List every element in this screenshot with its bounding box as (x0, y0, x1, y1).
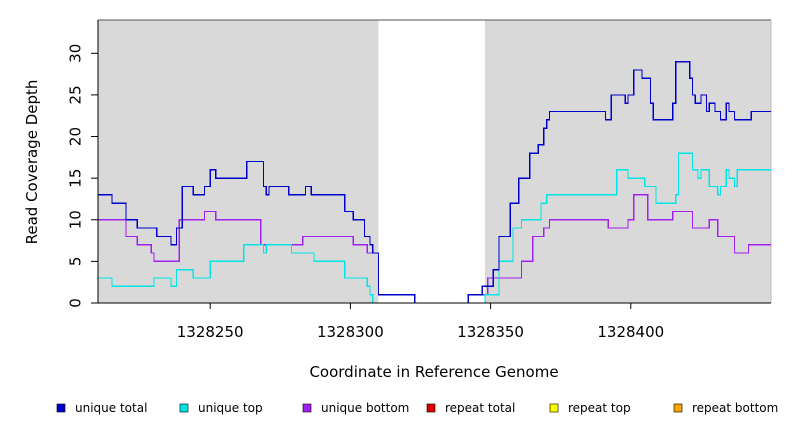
legend-swatch-repeat-top (549, 403, 559, 413)
y-axis-title: Read Coverage Depth (23, 80, 41, 245)
x-tick-label: 1328400 (597, 323, 664, 341)
series-line-unique-top (98, 152, 771, 304)
legend-label-repeat-bottom: repeat bottom (692, 401, 778, 415)
legend-label-repeat-total: repeat total (445, 401, 515, 415)
x-tick-label: 1328350 (457, 323, 524, 341)
y-tick-label: 15 (66, 169, 84, 188)
shaded-region-1 (98, 20, 379, 303)
legend-label-repeat-top: repeat top (568, 401, 631, 415)
legend-swatch-unique-top (179, 403, 189, 413)
axes: 0 5 10 15 20 25 30 1328250 1328300 1328350 1328400 (66, 20, 771, 341)
shaded-region-2 (484, 20, 771, 303)
legend-swatch-unique-bottom (302, 403, 312, 413)
legend-label-unique-top: unique top (198, 401, 263, 415)
y-tick-label: 30 (66, 44, 84, 63)
legend-swatch-repeat-bottom (673, 403, 683, 413)
x-tick-label: 1328250 (177, 323, 244, 341)
x-tick-label: 1328300 (317, 323, 384, 341)
shaded-regions (98, 20, 771, 303)
legend: unique total unique top unique bottom repea… (56, 401, 778, 415)
series-line-unique-total (98, 60, 771, 304)
y-tick-label: 25 (66, 85, 84, 104)
y-tick-label: 0 (66, 298, 84, 308)
legend-label-unique-total: unique total (75, 401, 147, 415)
y-tick-label: 20 (66, 127, 84, 146)
y-tick-label: 10 (66, 210, 84, 229)
legend-swatch-repeat-total (426, 403, 436, 413)
y-tick-label: 5 (66, 257, 84, 267)
x-axis-title: Coordinate in Reference Genome (309, 363, 558, 381)
plot-frame (98, 19, 772, 303)
legend-label-unique-bottom: unique bottom (321, 401, 409, 415)
legend-swatch-unique-total (56, 403, 66, 413)
